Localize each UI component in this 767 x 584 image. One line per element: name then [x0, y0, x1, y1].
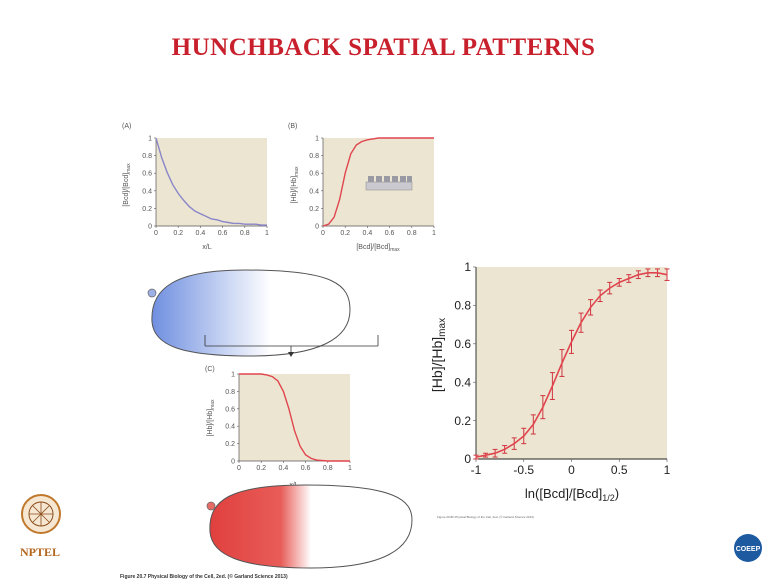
slide-title: HUNCHBACK SPATIAL PATTERNS [171, 34, 596, 61]
x-tick-label: 0.4 [279, 465, 289, 472]
y-tick-label: 1 [464, 260, 471, 274]
x-tick-label: 0.8 [407, 230, 417, 237]
nptel-logo-text: NPTEL [20, 545, 61, 559]
y-tick-label: 0.8 [309, 153, 319, 160]
x-tick-label: 0.5 [611, 463, 628, 477]
main-x-ticks: -1 -0.5 0 0.5 1 [471, 459, 671, 477]
x-tick-label: 0.8 [240, 230, 250, 237]
y-tick-label: 0.2 [454, 414, 471, 428]
y-tick-label: 0.2 [309, 206, 319, 213]
x-tick-label: 0.4 [196, 230, 206, 237]
panel-a-xlabel: x/L [202, 244, 211, 251]
y-tick-label: 0.6 [309, 171, 319, 178]
main-small-caption: Figure 20.8b Physical Biology of the Cel… [437, 515, 534, 519]
x-tick-label: 0 [154, 230, 158, 237]
y-tick-label: 0.4 [142, 188, 152, 195]
y-tick-label: 0.4 [309, 188, 319, 195]
y-tick-label: 0 [148, 223, 152, 230]
main-ylabel: [Hb]/[Hb]max [429, 318, 448, 392]
panel-b: (B) 0 0.2 0.4 0.6 0.8 1 0 0.2 0.4 0.6 0.8 1 [Bcd]/… [288, 123, 436, 253]
x-tick-label: 0.2 [340, 230, 350, 237]
panel-b-xlabel: [Bcd]/[Bcd]max [356, 244, 400, 253]
y-tick-label: 0.6 [454, 337, 471, 351]
y-tick-label: 1 [231, 371, 235, 378]
main-series-line [475, 272, 668, 458]
panel-b-label: (B) [288, 123, 297, 130]
x-tick-label: 0 [321, 230, 325, 237]
x-tick-label: 0.2 [256, 465, 266, 472]
main-y-ticks: 0 0.2 0.4 0.6 0.8 1 [454, 260, 476, 466]
x-tick-label: 0.6 [301, 465, 311, 472]
x-tick-label: 0.4 [363, 230, 373, 237]
x-tick-label: 1 [348, 465, 352, 472]
panel-c-plot-area [239, 374, 350, 461]
panel-a-label: (A) [122, 123, 131, 130]
x-tick-label: 1 [265, 230, 269, 237]
main-chart: -1 -0.5 0 0.5 1 0 0.2 0.4 0.6 0.8 1 ln([Bcd]/[Bcd… [429, 260, 671, 519]
panel-c-series-line [239, 373, 350, 462]
panel-c-x-ticks: 0 0.2 0.4 0.6 0.8 1 [237, 461, 352, 472]
y-tick-label: 0.8 [142, 153, 152, 160]
embryo-bicoid [147, 269, 351, 357]
panel-a-series-line [155, 137, 267, 226]
panel-c-y-ticks: 0 0.2 0.4 0.6 0.8 1 [225, 371, 239, 465]
y-tick-label: 0.8 [225, 389, 235, 396]
panel-b-y-ticks: 0 0.2 0.4 0.6 0.8 1 [309, 135, 323, 230]
panel-b-x-ticks: 0 0.2 0.4 0.6 0.8 1 [321, 226, 436, 237]
panel-b-series-line [322, 137, 434, 227]
panel-a-x-ticks: 0 0.2 0.4 0.6 0.8 1 [154, 226, 269, 237]
x-tick-label: 0.6 [385, 230, 395, 237]
y-tick-label: 0.2 [225, 441, 235, 448]
y-tick-label: 0.4 [454, 375, 471, 389]
panel-a-plot-area [156, 138, 267, 226]
main-xlabel: ln([Bcd]/[Bcd]1/2) [525, 486, 619, 503]
x-tick-label: -1 [471, 463, 482, 477]
arrow-connector [204, 335, 379, 357]
figure-caption: Figure 20.7 Physical Biology of the Cell… [120, 574, 288, 580]
panel-b-ylabel: [Hb]/[Hb]max [291, 166, 300, 204]
x-tick-label: 0 [237, 465, 241, 472]
x-tick-label: 1 [432, 230, 436, 237]
x-tick-label: 0.6 [218, 230, 228, 237]
panel-c-label: (C) [205, 366, 215, 373]
y-tick-label: 1 [148, 135, 152, 142]
y-tick-label: 0.2 [142, 206, 152, 213]
x-tick-label: 0.2 [173, 230, 183, 237]
panel-c: (C) 00.20.40.60.81 00.20.40.60.81 x/L [H… [205, 366, 352, 489]
y-tick-label: 0 [315, 223, 319, 230]
x-tick-label: 0 [568, 463, 575, 477]
y-tick-label: 1 [315, 135, 319, 142]
panel-a: (A) 0 0.2 0.4 0.6 0.8 1 0 0.2 0.4 0.6 0.8 1 x/L [B… [122, 123, 269, 251]
panel-a-y-ticks: 0 0.2 0.4 0.6 0.8 1 [142, 135, 156, 230]
main-error-bars [473, 268, 670, 460]
y-tick-label: 0.6 [225, 406, 235, 413]
main-plot-area [476, 267, 667, 459]
y-tick-label: 0.8 [454, 299, 471, 313]
x-tick-label: 1 [664, 463, 671, 477]
embryo-hunchback [206, 484, 413, 569]
y-tick-label: 0 [231, 458, 235, 465]
coeep-logo: COEEP [734, 534, 762, 562]
panel-a-ylabel: [Bcd]/[Bcd]max [123, 163, 132, 207]
x-tick-label: -0.5 [513, 463, 534, 477]
svg-text:COEEP: COEEP [736, 546, 761, 553]
y-tick-label: 0.4 [225, 424, 235, 431]
y-tick-label: 0.6 [142, 171, 152, 178]
panel-c-ylabel: [Hb]/[Hb]max [207, 399, 216, 437]
y-tick-label: 0 [464, 452, 471, 466]
binding-sites-icon [365, 176, 413, 191]
nptel-logo [21, 494, 61, 534]
x-tick-label: 0.8 [323, 465, 333, 472]
